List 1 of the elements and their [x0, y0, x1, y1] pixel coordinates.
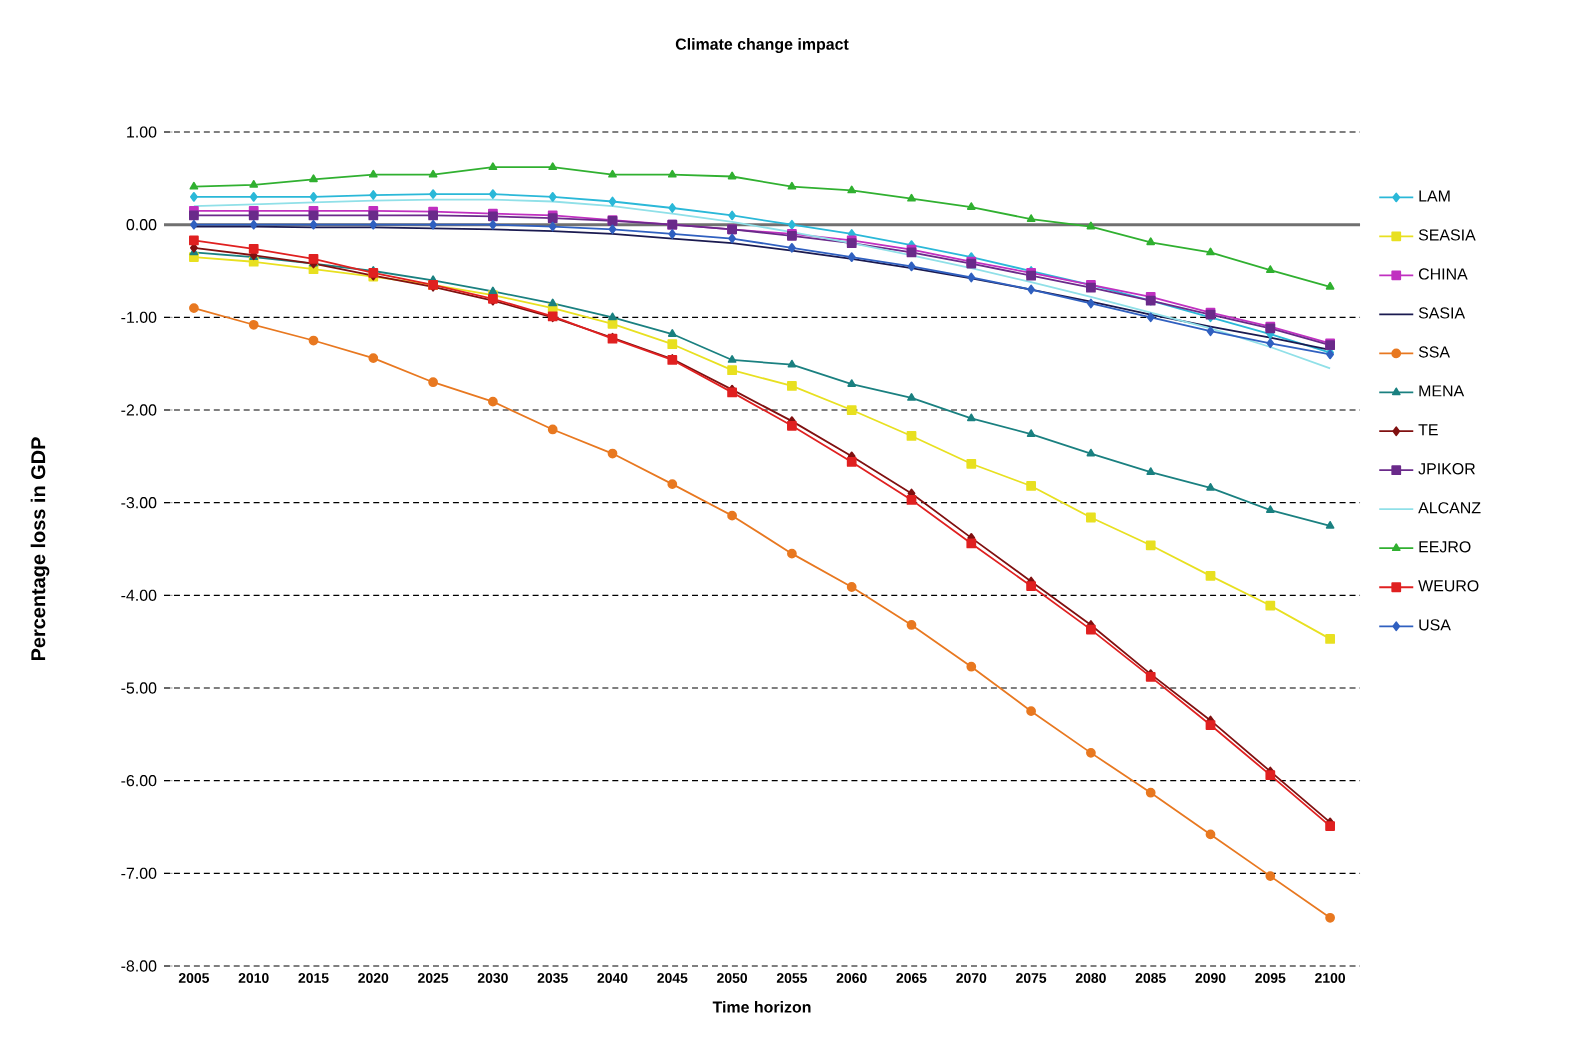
- y-axis-title: Percentage loss in GDP: [30, 437, 50, 661]
